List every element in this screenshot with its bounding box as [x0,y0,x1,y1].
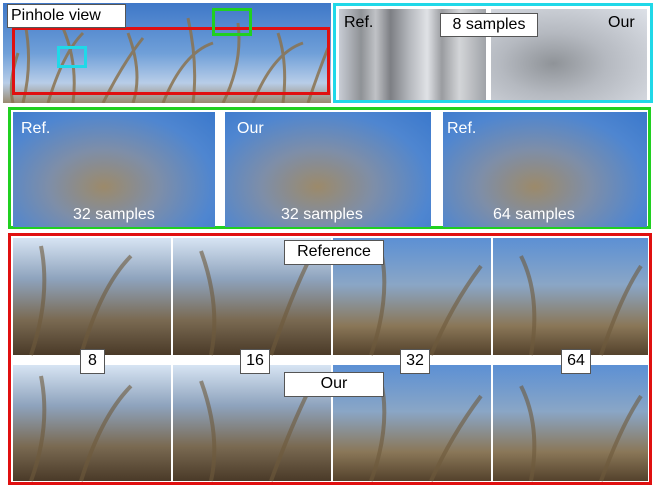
our-label: Our [284,372,384,397]
inset-top: Ref. 8 samples Our [333,3,653,103]
pinhole-label: Pinhole view [7,4,126,28]
region-cyan [57,46,87,68]
reference-label: Reference [284,240,384,265]
inset-top-left-label: Ref. [344,14,373,32]
inset-middle: Ref. 32 samples Our 32 samples Ref. 64 s… [8,107,651,229]
panel-label: Our [237,120,264,138]
sample-count: 8 [80,349,105,374]
panel-label: Ref. [21,120,50,138]
figure: Pinhole view Ref. 8 samples Our Ref. 32 … [0,0,655,489]
inset-middle-image: Our 32 samples [225,112,431,227]
comparison: Reference Our 8 16 32 64 [8,233,652,485]
panel-samples: 32 samples [73,206,155,224]
sample-count: 32 [400,349,430,374]
inset-middle-image: Ref. 64 samples [443,112,647,227]
inset-top-right-label: Our [608,14,635,32]
panel-samples: 64 samples [493,206,575,224]
sample-count: 64 [561,349,591,374]
sample-count: 16 [240,349,270,374]
inset-top-center-label: 8 samples [440,13,538,37]
panel-label: Ref. [447,120,476,138]
region-green [212,8,252,36]
grass-strokes [11,236,649,482]
panel-samples: 32 samples [281,206,363,224]
inset-middle-image: Ref. 32 samples [13,112,215,227]
